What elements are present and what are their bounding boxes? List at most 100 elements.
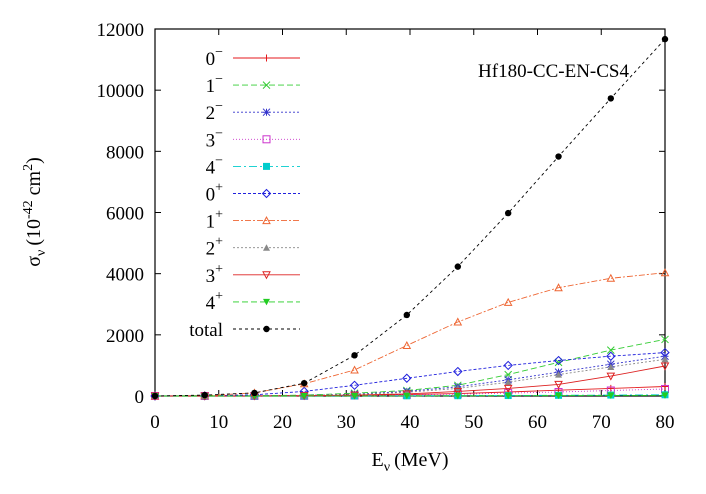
series-10 (151, 35, 669, 400)
x-tick-label: 0 (150, 412, 160, 433)
data-point (503, 360, 513, 371)
data-point (349, 380, 360, 391)
legend-item: 3− (206, 126, 300, 151)
data-point (453, 387, 463, 396)
data-point (661, 383, 669, 391)
y-axis-label: σν(10-42 cm2) (21, 157, 49, 267)
series-line (154, 352, 666, 397)
data-point (606, 346, 615, 354)
data-point (504, 378, 512, 386)
data-point (606, 372, 616, 381)
data-point (300, 392, 308, 400)
series-line (155, 394, 666, 397)
data-point (607, 95, 615, 102)
legend-marker (262, 135, 271, 144)
data-point (607, 392, 615, 400)
data-point (607, 363, 615, 370)
data-point (402, 373, 412, 383)
legend-label: 4− (206, 153, 224, 178)
data-point (554, 283, 563, 292)
data-point (300, 379, 308, 387)
data-point (504, 209, 512, 217)
legend-marker (263, 54, 270, 62)
data-point (504, 392, 512, 400)
data-point (661, 335, 669, 344)
y-tick-label: 10000 (97, 81, 145, 102)
legend-label: 2+ (206, 235, 224, 260)
legend-label: 0+ (206, 181, 224, 206)
legend-item: 3+ (206, 262, 300, 287)
data-point (454, 263, 462, 270)
data-point (403, 392, 411, 400)
data-point (453, 317, 463, 326)
legend-label: total (189, 320, 223, 341)
legend-marker (263, 162, 270, 170)
legend-label: 3+ (206, 262, 224, 287)
series-line (155, 388, 666, 397)
y-tick-label: 4000 (106, 265, 144, 286)
legend-label: 2− (206, 99, 224, 124)
series-group (150, 35, 670, 401)
legend-marker (262, 108, 271, 117)
data-point (351, 352, 358, 359)
legend: 0−1−2−3−4− 0+1+2+3+4+ total (189, 45, 300, 341)
data-point (151, 392, 159, 400)
legend-item: 1+ (206, 208, 300, 233)
series-1 (151, 335, 669, 400)
data-point (454, 392, 462, 400)
data-point (403, 311, 411, 319)
data-point (553, 355, 564, 366)
data-point (661, 35, 669, 43)
legend-item: 4− (206, 153, 300, 178)
data-point (402, 340, 412, 350)
data-point (503, 384, 513, 393)
legend-label: 3− (206, 126, 224, 151)
y-tick-label: 0 (135, 387, 145, 408)
data-point (555, 392, 563, 400)
y-tick-label: 12000 (97, 20, 145, 41)
legend-item: 0+ (206, 181, 300, 206)
series-line (154, 272, 666, 397)
legend-item: 0− (206, 45, 300, 70)
legend-marker (261, 188, 272, 199)
data-point (661, 355, 669, 363)
axis-ticks: 0 10 20 30 40 50 60 70 80 0 2000 4000 6000 8000 10000 1… (97, 20, 675, 433)
data-point (555, 153, 562, 160)
data-point (503, 297, 513, 306)
legend-item: total (189, 320, 300, 341)
y-tick-label: 8000 (106, 142, 144, 163)
x-tick-label: 20 (273, 412, 292, 433)
legend-label: 1+ (206, 208, 224, 233)
legend-label: 4+ (206, 289, 224, 314)
y-tick-label: 6000 (106, 204, 144, 225)
data-point (606, 351, 616, 361)
legend-marker (262, 216, 271, 225)
data-point (555, 371, 563, 378)
y-tick-label: 2000 (106, 326, 144, 347)
x-tick-label: 40 (401, 412, 420, 433)
legend-label: 1− (206, 72, 224, 97)
x-tick-label: 80 (656, 412, 675, 433)
x-tick-label: 10 (209, 412, 228, 433)
legend-marker (262, 81, 271, 89)
data-point (350, 365, 359, 374)
x-tick-label: 50 (464, 412, 483, 433)
legend-item: 2− (206, 99, 300, 124)
plot-frame (154, 28, 666, 397)
data-point (660, 268, 670, 277)
x-axis-label: Eν (MeV) (372, 449, 449, 475)
chart-annotation: Hf180-CC-EN-CS4 (478, 61, 629, 82)
legend-item: 4+ (206, 289, 300, 314)
x-tick-label: 30 (337, 412, 356, 433)
legend-label: 0− (206, 45, 224, 70)
data-point (606, 273, 616, 282)
data-point (661, 392, 669, 399)
data-point (554, 380, 563, 389)
data-point (660, 362, 670, 371)
x-tick-label: 60 (528, 412, 547, 433)
x-tick-label: 70 (592, 412, 611, 433)
legend-marker (262, 271, 271, 280)
legend-marker (263, 298, 270, 306)
legend-item: 2+ (206, 235, 300, 260)
legend-item: 1− (206, 72, 300, 97)
